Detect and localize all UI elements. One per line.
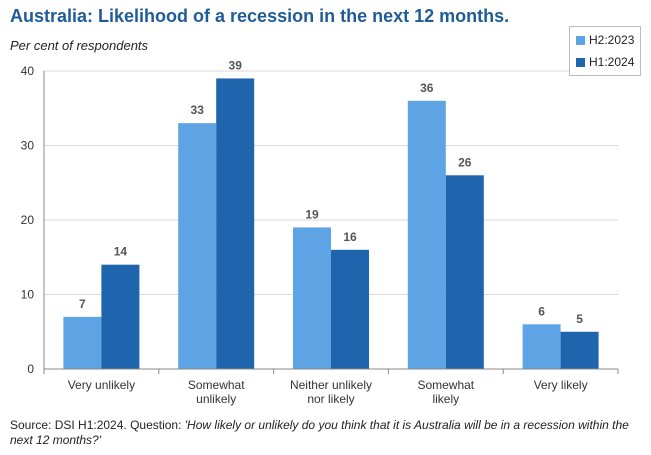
- data-label-h2-2023-1: 33: [191, 103, 205, 117]
- data-label-h1-2024-4: 5: [576, 312, 583, 326]
- bar-h2-2023-0: [63, 316, 102, 369]
- data-label-h2-2023-0: 7: [79, 297, 86, 311]
- x-category-label-1-0: Somewhat: [188, 378, 245, 392]
- bar-h2-2023-3: [407, 100, 446, 370]
- data-labels: 7 14 33 39 19 16 36 26 6 5: [79, 58, 583, 325]
- bar-h2-2023-4: [522, 324, 561, 369]
- bar-h1-2024-3: [445, 175, 484, 369]
- data-label-h2-2023-2: 19: [305, 207, 319, 221]
- data-label-h2-2023-3: 36: [420, 81, 434, 95]
- x-category-label-2-1: nor likely: [307, 392, 354, 406]
- bar-h1-2024-4: [560, 331, 599, 369]
- y-axis-label: Per cent of respondents: [10, 38, 149, 53]
- x-category-label-4-0: Very likely: [534, 378, 588, 392]
- data-label-h2-2023-4: 6: [538, 304, 545, 318]
- data-label-h1-2024-2: 16: [343, 230, 357, 244]
- chart-title: Australia: Likelihood of a recession in …: [10, 6, 510, 26]
- legend: H2:2023 H1:2024: [569, 26, 641, 76]
- legend-label-h1-2024: H1:2024: [589, 55, 635, 69]
- legend-swatch-h1-2024: [576, 58, 585, 67]
- y-tick-label-30: 30: [21, 139, 35, 153]
- bar-h2-2023-1: [178, 123, 217, 370]
- data-label-h1-2024-1: 39: [229, 58, 243, 72]
- source-question: 'How likely or unlikely do you think tha…: [10, 418, 629, 447]
- legend-item-h2-2023: H2:2023: [576, 33, 634, 47]
- y-tick-label-10: 10: [21, 288, 35, 302]
- y-tick-label-20: 20: [21, 213, 35, 227]
- bar-h1-2024-1: [216, 78, 255, 369]
- x-category-label-1-1: unlikely: [196, 392, 236, 406]
- y-tick-label-0: 0: [27, 362, 34, 376]
- x-category-label-3-0: Somewhat: [417, 378, 474, 392]
- bar-h2-2023-2: [293, 227, 331, 369]
- y-tick-label-40: 40: [21, 64, 35, 78]
- source-prefix: Source: DSI H1:2024. Question:: [10, 418, 185, 432]
- x-category-label-2-0: Neither unlikely: [290, 378, 372, 392]
- legend-label-h2-2023: H2:2023: [589, 33, 635, 47]
- bar-h1-2024-0: [101, 264, 140, 369]
- data-label-h1-2024-0: 14: [114, 245, 128, 259]
- data-label-h1-2024-3: 26: [458, 155, 472, 169]
- legend-item-h1-2024: H1:2024: [576, 55, 634, 69]
- bars: [63, 78, 599, 370]
- bar-h1-2024-2: [331, 249, 369, 369]
- source-note: Source: DSI H1:2024. Question: 'How like…: [10, 418, 645, 448]
- x-category-label-0-0: Very unlikely: [68, 378, 135, 392]
- x-category-label-3-1: likely: [432, 392, 459, 406]
- legend-swatch-h2-2023: [576, 36, 585, 45]
